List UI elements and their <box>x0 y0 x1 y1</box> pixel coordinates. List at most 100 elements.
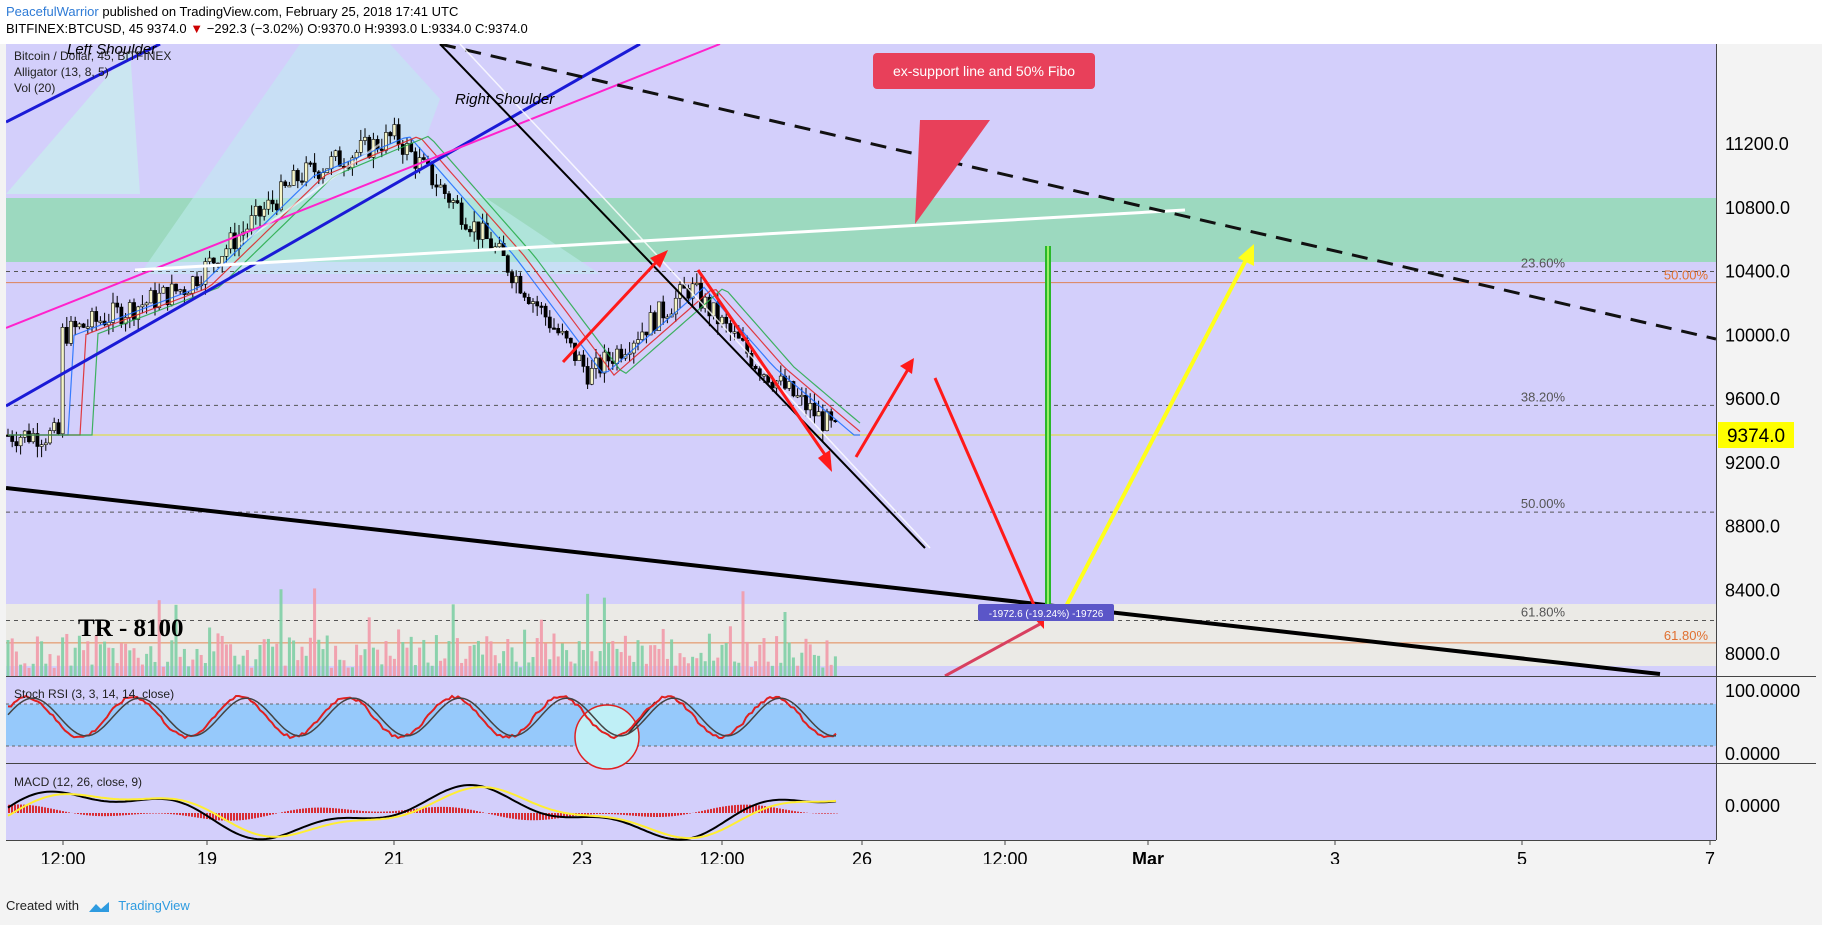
volume-bar <box>132 648 136 676</box>
volume-bar <box>535 638 539 676</box>
volume-bar <box>728 626 732 676</box>
current-price-tag <box>1718 422 1794 449</box>
volume-bar <box>678 653 682 676</box>
volume-bar <box>569 661 573 676</box>
candle <box>144 302 149 306</box>
ohlc-close: C:9374.0 <box>475 21 528 36</box>
candle <box>728 323 733 333</box>
volume-bar <box>199 654 203 676</box>
candle <box>56 422 61 435</box>
right-shoulder-label: Right Shoulder <box>455 91 555 108</box>
volume-bar <box>825 640 829 676</box>
candle <box>505 255 510 273</box>
candle <box>455 200 460 204</box>
volume-bar <box>602 597 606 676</box>
volume-bar <box>699 652 703 676</box>
macd-panel[interactable] <box>6 764 1716 840</box>
volume-bar <box>77 635 81 676</box>
footer: Created with TradingView <box>6 898 190 913</box>
candle <box>304 162 309 183</box>
volume-bar <box>350 667 354 676</box>
volume-bar <box>279 589 283 676</box>
volume-bar <box>443 658 447 676</box>
price-tick: 8000.0 <box>1725 644 1780 664</box>
volume-bar <box>565 650 569 676</box>
ohlc-high: H:9393.0 <box>364 21 418 36</box>
price-tick: 8400.0 <box>1725 580 1780 600</box>
candle <box>791 381 796 397</box>
candle <box>228 232 233 250</box>
candle <box>539 305 544 308</box>
chart-area[interactable]: 23.60% 38.20% 50.00% 61.80% 50.00% 61.80% <box>0 44 1822 864</box>
volume-bar <box>720 644 724 676</box>
tradingview-logo-icon <box>88 901 109 912</box>
volume-bar <box>422 639 426 676</box>
legend-vol: Vol (20) <box>14 81 55 95</box>
candle <box>413 151 418 169</box>
volume-bar <box>796 665 800 676</box>
candle <box>291 170 296 186</box>
volume-bar <box>518 667 522 676</box>
time-tick: 19 <box>197 849 217 864</box>
candle <box>39 444 44 447</box>
time-tick: 23 <box>572 849 592 864</box>
volume-bar <box>94 635 98 676</box>
volume-bar <box>451 604 455 676</box>
volume-bar <box>594 661 598 676</box>
candle <box>560 330 565 334</box>
volume-bar <box>287 637 291 676</box>
volume-bar <box>166 661 170 676</box>
price-tick: 10800.0 <box>1725 198 1790 218</box>
tradingview-link[interactable]: TradingView <box>118 898 190 913</box>
fibo-right-label: 61.80% <box>1664 628 1709 643</box>
volume-bar <box>628 655 632 676</box>
candle <box>804 394 808 411</box>
time-tick: 21 <box>384 849 404 864</box>
volume-bar <box>363 649 367 676</box>
candle <box>472 221 477 233</box>
volume-bar <box>40 641 44 676</box>
measure-box <box>978 604 1114 621</box>
candle <box>808 403 813 411</box>
candle <box>249 215 254 230</box>
volume-bar <box>397 629 401 676</box>
candle <box>581 354 586 367</box>
volume-bar <box>737 662 741 676</box>
author-link[interactable]: PeacefulWarrior <box>6 4 99 19</box>
volume-bar <box>140 664 144 676</box>
volume-bar <box>817 655 821 676</box>
volume-bar <box>128 650 132 676</box>
volume-bar <box>741 591 745 676</box>
candle <box>367 136 372 158</box>
volume-bar <box>409 636 413 676</box>
candle <box>300 180 304 183</box>
volume-bar <box>472 644 476 676</box>
volume-bar <box>61 637 65 676</box>
volume-bar <box>355 644 359 676</box>
volume-bar <box>220 635 224 676</box>
volume-bar <box>392 658 396 676</box>
fibo-label: 61.80% <box>1521 605 1566 620</box>
candle <box>22 430 27 438</box>
candle <box>384 132 388 151</box>
candle <box>262 208 267 217</box>
volume-bar <box>300 646 304 676</box>
volume-bar <box>556 656 560 676</box>
candle <box>468 228 472 233</box>
volume-bar <box>65 633 69 676</box>
candle <box>661 301 666 319</box>
volume-bar <box>762 638 766 676</box>
price-tick: 10400.0 <box>1725 262 1790 282</box>
volume-bar <box>447 641 451 676</box>
volume-bar <box>791 657 795 676</box>
volume-bar <box>426 662 430 676</box>
volume-bar <box>758 644 762 676</box>
volume-bar <box>271 646 275 676</box>
volume-bar <box>384 641 388 676</box>
volume-bar <box>245 650 249 676</box>
volume-bar <box>23 663 27 676</box>
volume-bar <box>787 642 791 676</box>
candle <box>526 297 531 304</box>
volume-bar <box>27 667 31 676</box>
volume-bar <box>468 645 472 676</box>
